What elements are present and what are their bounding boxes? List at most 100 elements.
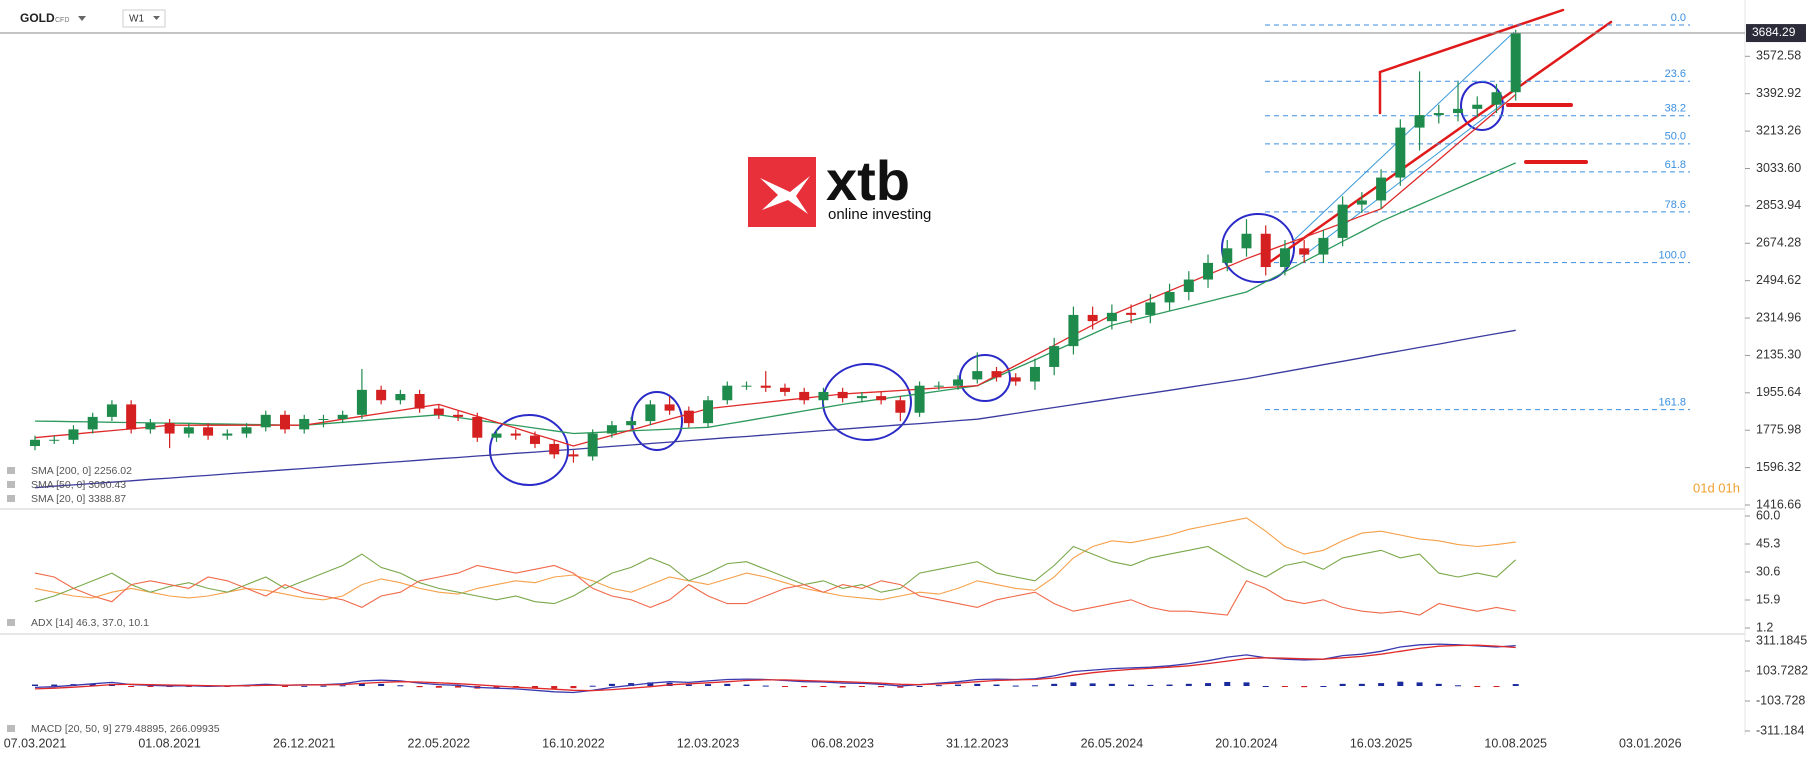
x-tick-label: 26.12.2021 <box>273 736 336 750</box>
candle-body <box>1491 92 1502 105</box>
histogram-bar <box>551 686 558 689</box>
legend-icon <box>7 495 15 502</box>
symbol-dropdown[interactable] <box>78 16 86 21</box>
candle-body <box>760 385 771 388</box>
highlight-circle <box>631 391 683 451</box>
x-tick-label: 06.08.2023 <box>811 736 874 750</box>
highlight-circle <box>1221 213 1295 283</box>
candle-body <box>1433 113 1444 116</box>
histogram-bar <box>801 686 808 688</box>
candle-body <box>337 414 348 419</box>
candle-body <box>722 385 733 401</box>
histogram-bar <box>147 686 154 688</box>
candle-body <box>1472 104 1483 109</box>
candle-body <box>1241 233 1252 249</box>
y-tick-label: 1.2 <box>1756 620 1773 634</box>
x-tick-label: 10.08.2025 <box>1484 736 1547 750</box>
xtb-logo: xtb online investing <box>748 149 931 227</box>
histogram-bar <box>1185 683 1192 687</box>
x-tick-label: 20.10.2024 <box>1215 736 1278 750</box>
timeframe[interactable]: W1 <box>129 14 144 25</box>
candle-body <box>453 414 464 417</box>
histogram-bar <box>281 686 288 688</box>
timeframe-box[interactable] <box>122 9 166 28</box>
legend-icon <box>7 481 15 488</box>
candle-body <box>1183 279 1194 293</box>
candle-body <box>1337 204 1348 238</box>
y-tick-label: 1416.66 <box>1756 497 1801 511</box>
candle-body <box>510 433 521 436</box>
candle-body <box>933 385 944 387</box>
candle-body <box>741 385 752 387</box>
y-tick-label: 311.1845 <box>1756 633 1807 647</box>
candle-body <box>491 433 502 438</box>
histogram-bar <box>1339 683 1346 687</box>
x-tick-label: 16.10.2022 <box>542 736 605 750</box>
legend-entry: MACD [20, 50, 9] 279.48895, 266.09935 <box>31 723 220 735</box>
indicator-line <box>34 517 1516 601</box>
candle-body <box>1222 248 1233 263</box>
logo-x <box>760 176 810 214</box>
histogram-bar <box>878 686 885 688</box>
histogram-bar <box>1070 682 1077 687</box>
histogram-bar <box>993 684 1000 687</box>
x-tick-label: 12.03.2023 <box>677 736 740 750</box>
x-tick-label: 03.01.2026 <box>1619 736 1682 750</box>
symbol[interactable]: GOLD <box>20 11 55 25</box>
histogram-bar <box>89 683 96 687</box>
candle-body <box>837 391 848 399</box>
legend-entry: ADX [14] 46.3, 37.0, 10.1 <box>31 617 149 629</box>
histogram-bar <box>781 686 788 688</box>
legend-icon <box>7 725 15 732</box>
logo-name: xtb <box>826 149 910 212</box>
candle-body <box>49 439 60 441</box>
histogram-bar <box>1128 684 1135 687</box>
fib-label: 78.6 <box>1665 199 1686 211</box>
timeframe-dropdown[interactable] <box>153 16 160 20</box>
candle-timer: 01d 01h <box>1693 480 1740 495</box>
candle-body <box>549 443 560 455</box>
histogram-bar <box>358 683 365 687</box>
y-tick-label: 60.0 <box>1756 508 1780 522</box>
candle-body <box>664 404 675 411</box>
histogram-bar <box>916 686 923 688</box>
candle-body <box>799 391 810 401</box>
candle-body <box>472 416 483 438</box>
candle-body <box>433 408 444 415</box>
histogram-bar <box>839 686 846 688</box>
candle-body <box>1164 292 1175 303</box>
y-tick-label: 3392.92 <box>1756 86 1801 100</box>
histogram-bar <box>897 686 904 688</box>
y-tick-label: -103.728 <box>1756 693 1805 707</box>
candle-body <box>953 379 964 386</box>
histogram-bar <box>185 686 192 688</box>
logo-tagline: online investing <box>828 206 931 223</box>
histogram-bar <box>1243 682 1250 687</box>
y-tick-label: 45.3 <box>1756 536 1780 550</box>
histogram-bar <box>416 686 423 688</box>
histogram-bar <box>1205 683 1212 686</box>
candle-body <box>183 427 194 434</box>
histogram-bar <box>762 685 769 687</box>
candle-body <box>395 394 406 401</box>
candle-body <box>1029 366 1040 382</box>
candle-body <box>1414 115 1425 128</box>
sma-line <box>34 94 1517 447</box>
candle-body <box>914 385 925 413</box>
histogram-bar <box>378 683 385 687</box>
candle-body <box>1510 33 1521 93</box>
y-tick-label: 1775.98 <box>1756 423 1801 437</box>
trend-line <box>1378 8 1565 74</box>
candle-body <box>68 429 79 440</box>
candle-body <box>972 371 983 380</box>
candle-body <box>376 389 387 401</box>
histogram-bar <box>1262 686 1269 688</box>
histogram-bar <box>1051 683 1058 687</box>
y-tick-label: 30.6 <box>1756 564 1780 578</box>
fib-label: 23.6 <box>1665 68 1686 80</box>
fib-label: 0.0 <box>1671 12 1686 24</box>
candle-body <box>683 410 694 424</box>
histogram-bar <box>1012 685 1019 687</box>
histogram-bar <box>974 683 981 687</box>
histogram-bar <box>1493 686 1500 688</box>
